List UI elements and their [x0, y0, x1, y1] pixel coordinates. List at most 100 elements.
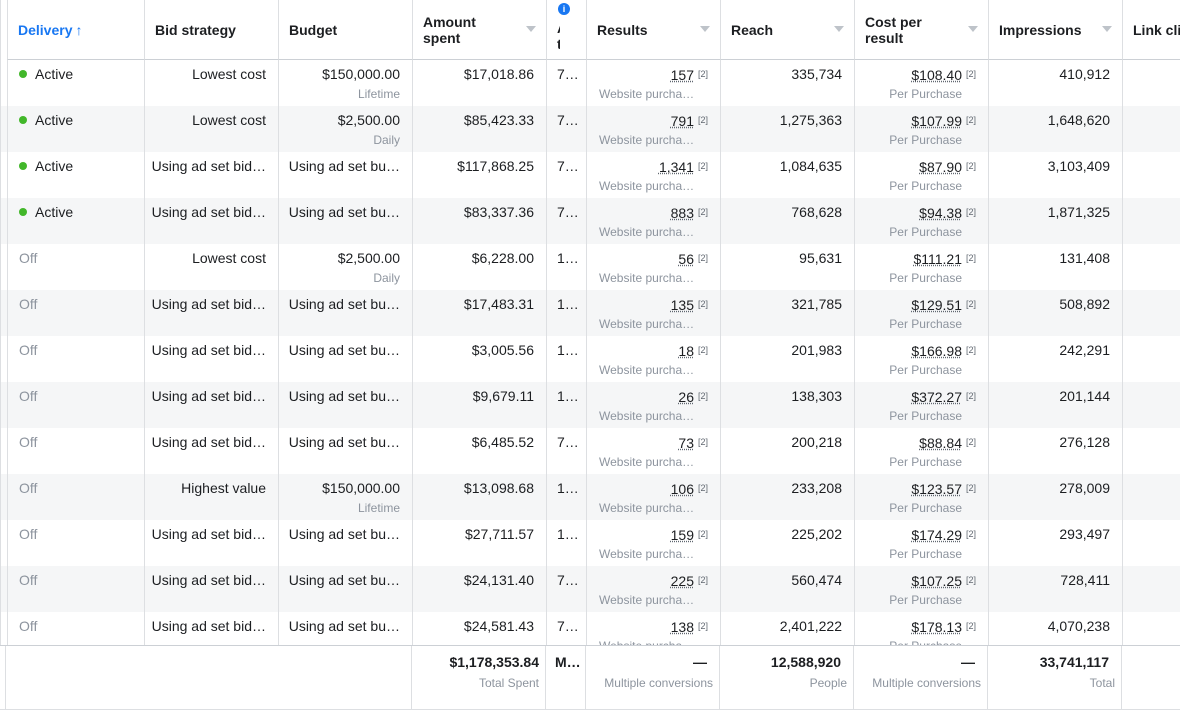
value: 1…: [557, 388, 579, 404]
cost-per-result: $178.13 [2]: [911, 617, 976, 636]
budget: Using ad set bu…: [289, 157, 400, 175]
sort-dropdown[interactable]: [700, 26, 710, 32]
value: 18: [678, 343, 694, 359]
column-header[interactable]: Bid strategy: [144, 0, 278, 60]
budget: Using ad set bu…: [289, 433, 400, 451]
attribution: 1…: [557, 341, 579, 359]
table-row[interactable]: Off Lowest cost $2,500.00 Daily $6,228.00 1… 5…: [0, 244, 1180, 290]
table-cell: 4,070,238: [988, 612, 1122, 646]
table-row[interactable]: Active Using ad set bid… Using ad set bu… $…: [0, 198, 1180, 244]
table-cell: [1122, 60, 1180, 106]
table-cell: 225,202: [720, 520, 854, 566]
value: 768,628: [791, 204, 842, 220]
column-header[interactable]: Impressions: [988, 0, 1122, 60]
results-type: Website purcha…: [599, 179, 695, 193]
cost-per-result: $166.98 [2]: [911, 341, 976, 360]
amount-spent: $6,228.00: [472, 249, 534, 267]
budget-period: Daily: [373, 271, 400, 285]
delivery-status: Off: [19, 434, 38, 450]
delivery-status: Active: [35, 66, 74, 82]
bid-strategy: Lowest cost: [192, 249, 266, 267]
table-cell: 138 [2] Website purcha…: [586, 612, 720, 646]
footer-divider: [1121, 646, 1122, 710]
value: Using ad set bu…: [288, 572, 400, 588]
value: 1…: [557, 342, 579, 358]
column-header[interactable]: Delivery ↑: [7, 0, 144, 60]
table-cell: Using ad set bid…: [144, 152, 278, 198]
table-cell: Active: [7, 152, 144, 198]
column-title: Amount spent: [423, 13, 476, 46]
footer-divider: [585, 646, 586, 710]
column-header[interactable]: Reach: [720, 0, 854, 60]
table-cell: Off: [7, 244, 144, 290]
table-cell: [1122, 152, 1180, 198]
table-cell: 1,275,363: [720, 106, 854, 152]
cost-type: Per Purchase: [889, 593, 962, 607]
column-header[interactable]: Link clicks: [1122, 0, 1180, 60]
cost-type: Per Purchase: [889, 409, 962, 423]
footnote: [2]: [697, 69, 708, 79]
results: 791 [2]: [671, 111, 708, 130]
table-cell: [1122, 244, 1180, 290]
value: $27,711.57: [464, 526, 534, 542]
footnote: [2]: [965, 115, 976, 125]
results: 135 [2]: [671, 295, 708, 314]
table-row[interactable]: Off Using ad set bid… Using ad set bu… $6,4…: [0, 428, 1180, 474]
value: 2,401,222: [779, 618, 842, 634]
table-cell: 95,631: [720, 244, 854, 290]
table-cell: $83,337.36: [412, 198, 546, 244]
table-cell: 200,218: [720, 428, 854, 474]
table-row[interactable]: Off Using ad set bid… Using ad set bu… $24,…: [0, 566, 1180, 612]
value: Lowest cost: [192, 66, 266, 82]
sort-dropdown[interactable]: [968, 26, 978, 32]
table-cell: $88.84 [2] Per Purchase: [854, 428, 988, 474]
cost-type: Per Purchase: [889, 133, 962, 147]
value: 4,070,238: [1047, 618, 1110, 634]
sort-dropdown[interactable]: [526, 26, 536, 32]
results-type: Website purcha…: [599, 501, 695, 515]
value: $174.29: [911, 527, 962, 543]
table-row[interactable]: Off Using ad set bid… Using ad set bu… $27,…: [0, 520, 1180, 566]
table-row[interactable]: Off Using ad set bid… Using ad set bu… $24,…: [0, 612, 1180, 646]
cost-type: Per Purchase: [889, 547, 962, 561]
table-row[interactable]: Active Lowest cost $150,000.00 Lifetime $17,…: [0, 60, 1180, 106]
amount-spent: $24,131.40: [464, 571, 534, 589]
footnote: [2]: [697, 253, 708, 263]
table-row[interactable]: Active Lowest cost $2,500.00 Daily $85,423.3…: [0, 106, 1180, 152]
table-cell: 1,084,635: [720, 152, 854, 198]
table-cell: 135 [2] Website purcha…: [586, 290, 720, 336]
column-header[interactable]: Budget: [278, 0, 412, 60]
value: 7…: [557, 112, 579, 128]
column-title: Results: [597, 21, 648, 38]
table-cell: Using ad set bu…: [278, 336, 412, 382]
column-header[interactable]: Attribution setting i: [546, 0, 586, 60]
column-header[interactable]: Amount spent: [412, 0, 546, 60]
table-cell: $13,098.68: [412, 474, 546, 520]
table-body: Active Lowest cost $150,000.00 Lifetime $17,…: [0, 60, 1180, 646]
attribution: 7…: [557, 65, 579, 83]
footer-cell: $1,178,353.84 Total Spent: [411, 646, 545, 710]
impressions: 293,497: [1059, 525, 1110, 543]
budget: $150,000.00: [322, 479, 400, 497]
column-title: Reach: [731, 21, 774, 38]
table-row[interactable]: Off Using ad set bid… Using ad set bu… $3,0…: [0, 336, 1180, 382]
table-cell: [1122, 612, 1180, 646]
table-cell: 7…: [546, 60, 586, 106]
table-cell: $94.38 [2] Per Purchase: [854, 198, 988, 244]
results-type: Website purcha…: [599, 363, 695, 377]
column-header[interactable]: Cost per result: [854, 0, 988, 60]
table-cell: Off: [7, 520, 144, 566]
table-cell: 560,474: [720, 566, 854, 612]
table-row[interactable]: Off Using ad set bid… Using ad set bu… $9,6…: [0, 382, 1180, 428]
table-row[interactable]: Off Using ad set bid… Using ad set bu… $17,…: [0, 290, 1180, 336]
table-row[interactable]: Off Highest value $150,000.00 Lifetime $13,0…: [0, 474, 1180, 520]
value: 1,648,620: [1047, 112, 1110, 128]
table-cell: $17,018.86: [412, 60, 546, 106]
table-row[interactable]: Active Using ad set bid… Using ad set bu… $…: [0, 152, 1180, 198]
sort-dropdown[interactable]: [834, 26, 844, 32]
table-cell: [1122, 336, 1180, 382]
sort-dropdown[interactable]: [1102, 26, 1112, 32]
footnote: [2]: [965, 299, 976, 309]
info-icon[interactable]: i: [558, 3, 570, 15]
column-header[interactable]: Results: [586, 0, 720, 60]
